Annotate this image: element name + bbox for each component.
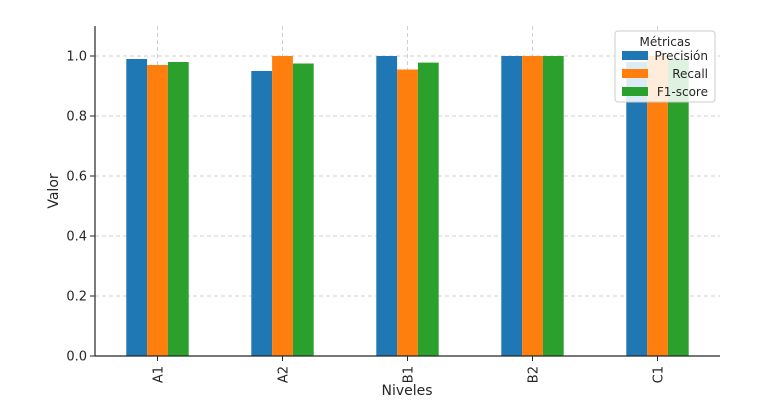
y-tick-label: 1.0 xyxy=(66,50,87,65)
x-tick-label: B2 xyxy=(527,366,542,383)
y-tick-label: 0.8 xyxy=(66,110,87,125)
bar-a2-2 xyxy=(292,63,314,356)
x-ticks: A1 A2 B1 B2 C1 xyxy=(152,356,667,383)
bar-c1-0 xyxy=(626,62,648,356)
bar-b2-2 xyxy=(542,56,564,356)
bar-b1-0 xyxy=(376,56,398,356)
legend: Métricas Precisión Recall F1-score xyxy=(614,30,716,103)
legend-title: Métricas xyxy=(640,35,691,49)
bar-a2-1 xyxy=(272,56,293,356)
bar-b1-1 xyxy=(397,69,418,356)
x-tick-label: B1 xyxy=(402,366,417,383)
legend-label: Recall xyxy=(672,67,708,81)
bar-a1-1 xyxy=(147,65,168,356)
x-tick-label: A2 xyxy=(277,366,292,383)
x-tick-label: A1 xyxy=(152,366,167,383)
bars xyxy=(126,56,689,356)
legend-entries: Precisión Recall F1-score xyxy=(622,49,708,99)
legend-swatch xyxy=(622,87,648,96)
y-tick-label: 0.4 xyxy=(66,230,87,245)
y-tick-label: 0.6 xyxy=(66,170,87,185)
bar-b1-2 xyxy=(417,62,439,356)
legend-label: F1-score xyxy=(657,85,708,99)
bar-c1-1 xyxy=(647,56,668,356)
bar-b2-0 xyxy=(501,56,523,356)
bar-a1-0 xyxy=(126,59,148,356)
y-axis-label: Valor xyxy=(46,173,62,209)
legend-box xyxy=(614,30,716,103)
x-axis-label: Niveles xyxy=(381,383,432,399)
bar-c1-2 xyxy=(667,59,689,356)
legend-label: Precisión xyxy=(654,49,708,63)
y-ticks: 0.0 0.2 0.4 0.6 0.8 1.0 xyxy=(66,50,95,365)
y-tick-label: 0.2 xyxy=(66,290,87,305)
legend-swatch xyxy=(622,51,648,60)
bar-a2-0 xyxy=(251,71,273,356)
y-tick-label: 0.0 xyxy=(66,350,87,365)
bar-b2-1 xyxy=(522,56,543,356)
bar-a1-2 xyxy=(167,62,189,356)
legend-swatch xyxy=(622,69,648,78)
x-tick-label: C1 xyxy=(652,366,667,383)
